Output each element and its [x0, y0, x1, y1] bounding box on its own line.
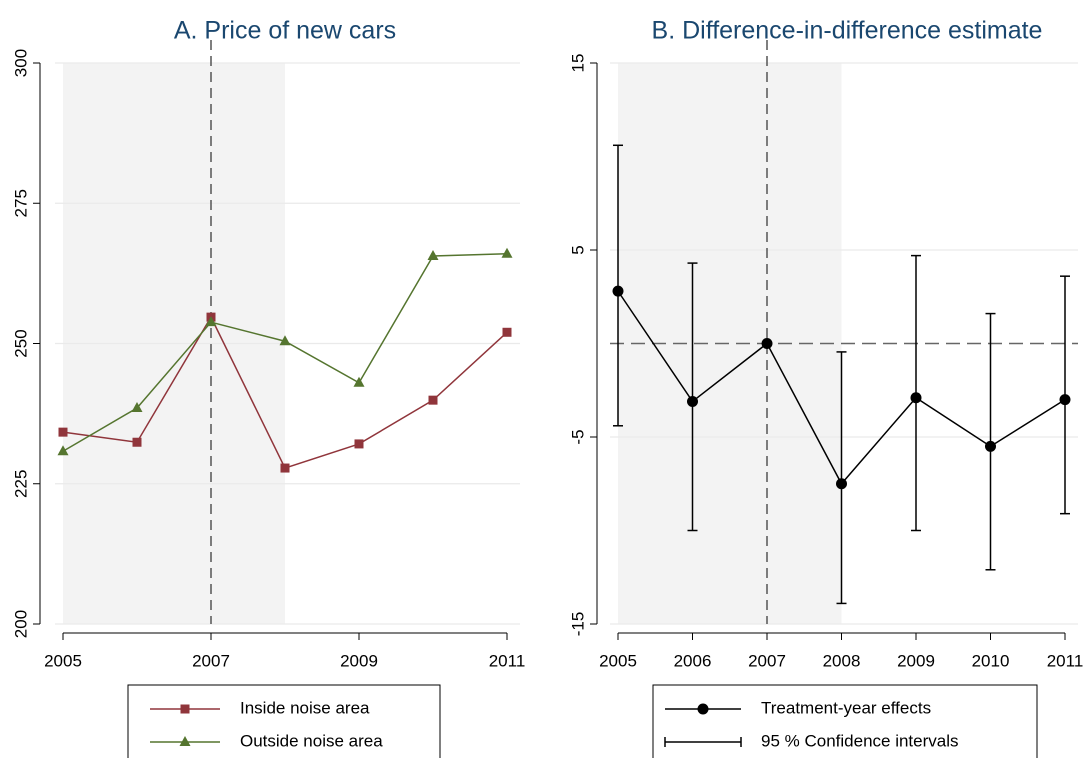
legend-label: Treatment-year effects: [761, 698, 931, 717]
legend-marker: [697, 703, 709, 715]
marker: [205, 316, 217, 327]
marker: [354, 439, 364, 449]
y-tick-label: 275: [11, 189, 30, 217]
chart-title: B. Difference-in-difference estimate: [652, 17, 1043, 45]
marker: [502, 327, 512, 337]
y-tick-label: 225: [11, 470, 30, 498]
marker: [501, 247, 513, 258]
marker: [57, 445, 69, 456]
x-tick-label: 2008: [823, 651, 861, 670]
chart-title: A. Price of new cars: [174, 17, 396, 45]
marker: [132, 437, 142, 447]
x-tick-label: 2009: [340, 651, 378, 670]
legend-marker: [179, 736, 191, 746]
legend-marker: [180, 704, 190, 714]
x-tick-label: 2011: [489, 651, 526, 670]
marker: [427, 249, 439, 260]
marker: [761, 338, 773, 349]
y-tick-label: -5: [568, 429, 587, 444]
y-tick-label: 5: [568, 245, 587, 254]
marker: [280, 463, 290, 473]
marker: [58, 427, 68, 437]
x-tick-label: 2005: [599, 651, 637, 670]
y-tick-label: -15: [568, 612, 587, 637]
x-tick-label: 2007: [748, 651, 786, 670]
y-tick-label: 250: [11, 329, 30, 357]
y-tick-label: 200: [11, 610, 30, 638]
x-tick-label: 2011: [1047, 651, 1084, 670]
x-tick-label: 2009: [897, 651, 935, 670]
legend-label: Inside noise area: [240, 698, 370, 717]
marker: [428, 395, 438, 405]
marker: [131, 402, 143, 413]
marker: [279, 335, 291, 346]
x-tick-label: 2007: [192, 651, 230, 670]
legend-label: Outside noise area: [240, 731, 383, 750]
legend: [652, 684, 1038, 758]
y-tick-label: 15: [568, 54, 587, 73]
marker: [353, 376, 365, 387]
x-tick-label: 2006: [674, 651, 712, 670]
legend-label: 95 % Confidence intervals: [761, 731, 959, 750]
y-tick-label: 300: [11, 49, 30, 77]
x-tick-label: 2010: [972, 651, 1010, 670]
x-tick-label: 2005: [44, 651, 82, 670]
